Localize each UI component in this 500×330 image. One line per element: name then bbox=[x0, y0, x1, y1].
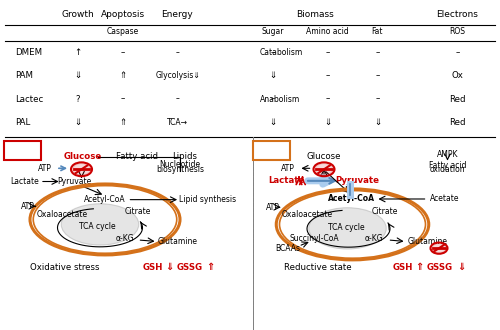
Text: Glutamine: Glutamine bbox=[408, 237, 448, 246]
Text: Pyruvate: Pyruvate bbox=[336, 176, 380, 185]
Text: PAM: PAM bbox=[12, 146, 34, 155]
Text: Caspase: Caspase bbox=[106, 27, 138, 36]
Text: –: – bbox=[120, 94, 124, 104]
Text: ⇓: ⇓ bbox=[74, 117, 81, 127]
Text: GSSG: GSSG bbox=[177, 263, 203, 272]
Text: Growth: Growth bbox=[61, 10, 94, 19]
Text: ⇓: ⇓ bbox=[165, 262, 173, 272]
Text: Oxaloacetate: Oxaloacetate bbox=[282, 210, 333, 219]
Text: ⇓: ⇓ bbox=[269, 71, 276, 81]
Text: ⇓: ⇓ bbox=[374, 117, 381, 127]
Text: Apoptosis: Apoptosis bbox=[100, 10, 144, 19]
Text: –: – bbox=[326, 48, 330, 57]
Text: Oxaloacetate: Oxaloacetate bbox=[37, 210, 88, 219]
Text: Biomass: Biomass bbox=[296, 10, 334, 19]
Text: GSH: GSH bbox=[142, 263, 163, 272]
Text: Acetate: Acetate bbox=[430, 194, 460, 204]
Text: Glucose: Glucose bbox=[307, 152, 341, 161]
Text: Fat: Fat bbox=[372, 27, 384, 36]
Text: Fatty acid: Fatty acid bbox=[429, 160, 466, 170]
Text: ROS: ROS bbox=[450, 27, 466, 36]
Text: ATP: ATP bbox=[280, 164, 294, 173]
Text: ⇑: ⇑ bbox=[119, 117, 126, 127]
FancyBboxPatch shape bbox=[252, 141, 290, 160]
Ellipse shape bbox=[61, 204, 139, 245]
Text: Acetyl-CoA: Acetyl-CoA bbox=[328, 194, 375, 204]
Text: Citrate: Citrate bbox=[372, 207, 398, 216]
Text: α-KG: α-KG bbox=[116, 234, 134, 243]
Circle shape bbox=[432, 244, 446, 253]
Text: Citrate: Citrate bbox=[124, 207, 150, 216]
Text: biosynthesis: biosynthesis bbox=[156, 165, 204, 175]
Text: –: – bbox=[376, 94, 380, 104]
Text: ⇑: ⇑ bbox=[415, 262, 423, 272]
Text: Ox: Ox bbox=[452, 71, 464, 81]
Text: PAL: PAL bbox=[262, 146, 281, 155]
Text: ?: ? bbox=[75, 94, 80, 104]
Text: Glutamine: Glutamine bbox=[158, 237, 198, 246]
Circle shape bbox=[72, 163, 90, 175]
Text: Lactate: Lactate bbox=[268, 176, 304, 185]
Text: Oxidative stress: Oxidative stress bbox=[30, 263, 100, 272]
Ellipse shape bbox=[309, 208, 386, 249]
Text: ⇑: ⇑ bbox=[206, 262, 214, 272]
Text: Nucleotide: Nucleotide bbox=[160, 160, 200, 169]
Text: –: – bbox=[270, 94, 274, 104]
Text: α-KG: α-KG bbox=[364, 234, 384, 243]
Text: ↑: ↑ bbox=[74, 48, 81, 57]
Text: ⇓: ⇓ bbox=[74, 71, 81, 81]
Text: TCA→: TCA→ bbox=[167, 117, 188, 127]
Text: Sugar: Sugar bbox=[261, 27, 284, 36]
Text: –: – bbox=[376, 48, 380, 57]
Text: Fatty acid: Fatty acid bbox=[116, 152, 158, 161]
Text: ATP: ATP bbox=[20, 202, 34, 211]
Text: TCA cycle: TCA cycle bbox=[328, 222, 364, 232]
FancyBboxPatch shape bbox=[4, 141, 42, 160]
Text: Red: Red bbox=[449, 117, 466, 127]
Text: –: – bbox=[120, 48, 124, 57]
Text: –: – bbox=[326, 71, 330, 81]
Text: Catabolism: Catabolism bbox=[260, 48, 303, 57]
Text: PAL: PAL bbox=[15, 117, 30, 127]
Text: Energy: Energy bbox=[162, 10, 194, 19]
Text: Pyruvate: Pyruvate bbox=[57, 177, 91, 186]
Text: Reductive state: Reductive state bbox=[284, 263, 352, 272]
Text: –: – bbox=[176, 94, 180, 104]
Text: AMPK: AMPK bbox=[437, 150, 458, 159]
Text: TCA cycle: TCA cycle bbox=[79, 221, 116, 231]
Text: –: – bbox=[456, 48, 460, 57]
Text: Acetyl-CoA: Acetyl-CoA bbox=[84, 195, 126, 204]
Text: Electrons: Electrons bbox=[436, 10, 478, 19]
Text: ATP: ATP bbox=[266, 203, 280, 212]
Circle shape bbox=[315, 163, 333, 175]
Text: Glucose: Glucose bbox=[64, 152, 102, 161]
Text: ⇓: ⇓ bbox=[269, 117, 276, 127]
Text: –: – bbox=[270, 48, 274, 57]
Text: –: – bbox=[176, 48, 180, 57]
Text: –: – bbox=[376, 71, 380, 81]
Text: GSH: GSH bbox=[392, 263, 412, 272]
Text: PAM: PAM bbox=[15, 71, 33, 81]
Text: Succinyl-CoA: Succinyl-CoA bbox=[289, 234, 339, 243]
Text: Amino acid: Amino acid bbox=[306, 27, 349, 36]
Text: DMEM: DMEM bbox=[15, 48, 42, 57]
Text: Lactate: Lactate bbox=[10, 177, 40, 186]
Text: ⇓: ⇓ bbox=[457, 262, 465, 272]
Text: Red: Red bbox=[449, 94, 466, 104]
Text: Glycolysis⇓: Glycolysis⇓ bbox=[155, 71, 200, 81]
Text: GSSG: GSSG bbox=[427, 263, 453, 272]
Text: –: – bbox=[326, 94, 330, 104]
Text: ⇑: ⇑ bbox=[119, 71, 126, 81]
Text: Anabolism: Anabolism bbox=[260, 94, 300, 104]
Text: Lactec: Lactec bbox=[15, 94, 44, 104]
Text: Lipids: Lipids bbox=[172, 152, 198, 161]
Text: BCAAs: BCAAs bbox=[275, 244, 300, 253]
Text: ATP: ATP bbox=[38, 164, 52, 173]
Text: Lipid synthesis: Lipid synthesis bbox=[179, 195, 236, 204]
Text: ⇓: ⇓ bbox=[324, 117, 331, 127]
Text: oxidation: oxidation bbox=[430, 165, 466, 175]
